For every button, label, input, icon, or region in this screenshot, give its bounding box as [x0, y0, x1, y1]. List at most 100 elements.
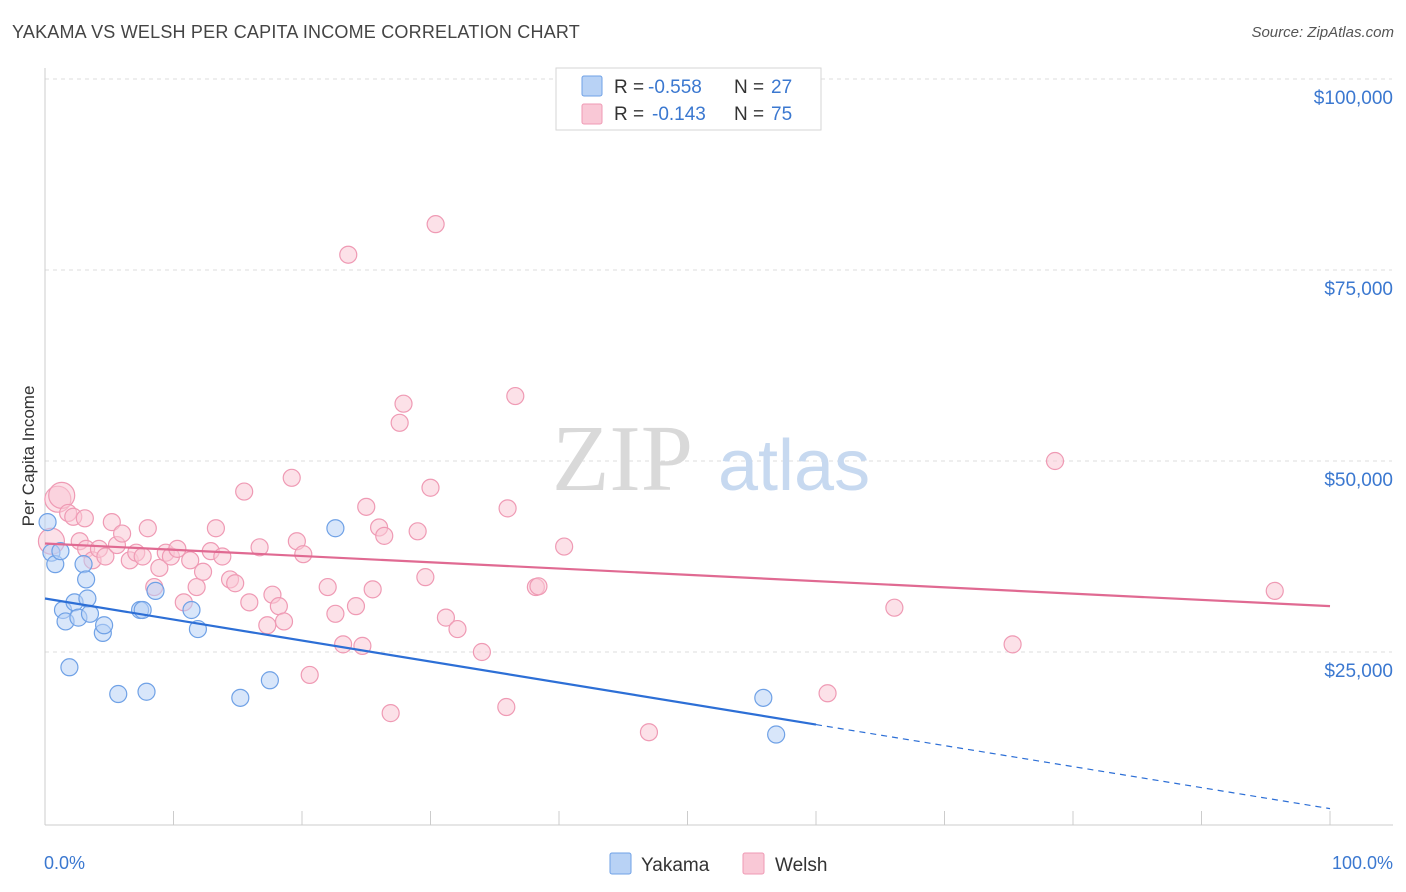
- point-yakama-20: [182, 600, 201, 620]
- legend-r-value-yakama: -0.558: [648, 77, 702, 98]
- point-welsh-45: [339, 245, 358, 264]
- point-welsh-53: [390, 413, 409, 432]
- bottom-legend-swatch-welsh: [742, 852, 765, 875]
- point-yakama-26: [767, 725, 786, 744]
- point-yakama-25: [754, 688, 773, 707]
- y-tick-label-1: $50,000: [1324, 470, 1393, 491]
- point-yakama-22: [231, 688, 250, 707]
- point-welsh-27: [206, 519, 226, 538]
- point-welsh-72: [1045, 451, 1065, 471]
- axes: [44, 68, 1393, 826]
- point-welsh-46: [346, 597, 366, 616]
- point-welsh-57: [421, 478, 440, 497]
- point-yakama-3: [51, 542, 70, 561]
- point-welsh-69: [818, 684, 837, 703]
- point-welsh-33: [250, 538, 269, 557]
- point-welsh-71: [1003, 635, 1022, 654]
- point-yakama-6: [60, 658, 79, 677]
- point-welsh-43: [326, 604, 345, 623]
- point-welsh-25: [193, 562, 213, 581]
- watermark-zip: ZIP: [552, 407, 693, 511]
- point-yakama-18: [137, 682, 156, 701]
- y-tick-label-3: $100,000: [1314, 88, 1393, 109]
- point-welsh-49: [363, 580, 382, 599]
- point-welsh-44: [334, 635, 353, 654]
- watermark: ZIP atlas: [552, 407, 870, 511]
- point-welsh-34: [258, 616, 277, 635]
- point-welsh-62: [497, 697, 516, 717]
- point-yakama-23: [260, 671, 279, 690]
- bottom-legend-label-yakama: Yakama: [641, 855, 710, 876]
- point-yakama-24: [326, 519, 345, 538]
- point-yakama-0: [38, 513, 57, 532]
- legend-n-value-welsh: 75: [771, 104, 792, 125]
- legend-r-value-welsh: -0.143: [652, 104, 706, 125]
- trend-line-yakama-extension: [815, 723, 1331, 810]
- point-welsh-23: [181, 551, 200, 570]
- point-welsh-52: [381, 704, 400, 723]
- point-welsh-64: [506, 386, 525, 406]
- bottom-legend-label-welsh: Welsh: [775, 855, 827, 876]
- trend-line-welsh: [44, 542, 1331, 608]
- point-welsh-41: [300, 665, 319, 685]
- point-welsh-73: [1265, 581, 1284, 600]
- point-welsh-63: [498, 499, 517, 518]
- point-welsh-48: [357, 497, 376, 516]
- point-welsh-51: [375, 526, 394, 545]
- legend-r-label-yakama: R =: [614, 77, 644, 98]
- point-yakama-19: [146, 581, 165, 600]
- trend-lines: [44, 542, 1331, 810]
- point-welsh-32: [240, 593, 259, 612]
- point-welsh-56: [416, 568, 435, 587]
- legend-r-label-welsh: R =: [614, 104, 644, 125]
- point-welsh-31: [235, 482, 254, 501]
- legend: R = -0.558 N = 27 R = -0.143 N = 75: [555, 67, 822, 131]
- legend-n-label-yakama: N =: [734, 77, 764, 98]
- point-welsh-70: [885, 598, 904, 617]
- point-welsh-54: [394, 394, 413, 413]
- point-welsh-37: [274, 612, 294, 631]
- x-tick-label-end: 100.0%: [1332, 853, 1393, 873]
- watermark-atlas: atlas: [718, 426, 870, 506]
- point-welsh-67: [555, 537, 574, 556]
- series-welsh: [37, 215, 1284, 742]
- point-welsh-16: [138, 519, 157, 538]
- source-label: Source: ZipAtlas.com: [1251, 24, 1394, 41]
- bottom-legend-swatch-yakama: [609, 852, 632, 875]
- x-tick-label-start: 0.0%: [44, 853, 85, 873]
- trend-line-yakama: [44, 597, 817, 726]
- point-welsh-30: [226, 574, 245, 593]
- gridlines: [45, 78, 1392, 653]
- point-welsh-24: [187, 577, 206, 597]
- y-tick-label-0: $25,000: [1324, 661, 1393, 682]
- point-welsh-66: [529, 577, 548, 596]
- bottom-legend: Yakama Welsh: [609, 852, 827, 876]
- y-axis-title: Per Capita Income: [19, 386, 38, 527]
- point-welsh-36: [269, 597, 288, 616]
- point-welsh-18: [150, 558, 169, 578]
- point-yakama-9: [74, 555, 93, 574]
- point-yakama-10: [77, 570, 96, 589]
- point-welsh-59: [436, 608, 456, 627]
- point-yakama-14: [95, 616, 114, 635]
- point-welsh-55: [408, 522, 427, 541]
- point-welsh-12: [112, 524, 132, 543]
- chart-title: YAKAMA VS WELSH PER CAPITA INCOME CORREL…: [12, 22, 580, 42]
- point-welsh-58: [426, 215, 445, 234]
- data-points: [37, 215, 1284, 744]
- point-yakama-15: [109, 684, 128, 704]
- point-welsh-61: [472, 642, 491, 662]
- point-welsh-40: [294, 545, 313, 564]
- x-axis-labels: 0.0% 100.0%: [44, 853, 1393, 873]
- point-welsh-38: [282, 468, 301, 487]
- y-tick-label-2: $75,000: [1324, 279, 1393, 300]
- point-welsh-60: [448, 619, 467, 639]
- point-welsh-68: [639, 723, 659, 742]
- point-welsh-74: [75, 509, 94, 528]
- point-welsh-10: [102, 513, 121, 532]
- point-welsh-28: [213, 547, 232, 566]
- point-welsh-15: [133, 547, 152, 566]
- y-axis-labels: $25,000 $50,000 $75,000 $100,000: [1314, 88, 1393, 682]
- legend-n-label-welsh: N =: [734, 104, 764, 125]
- series-yakama: [38, 513, 786, 744]
